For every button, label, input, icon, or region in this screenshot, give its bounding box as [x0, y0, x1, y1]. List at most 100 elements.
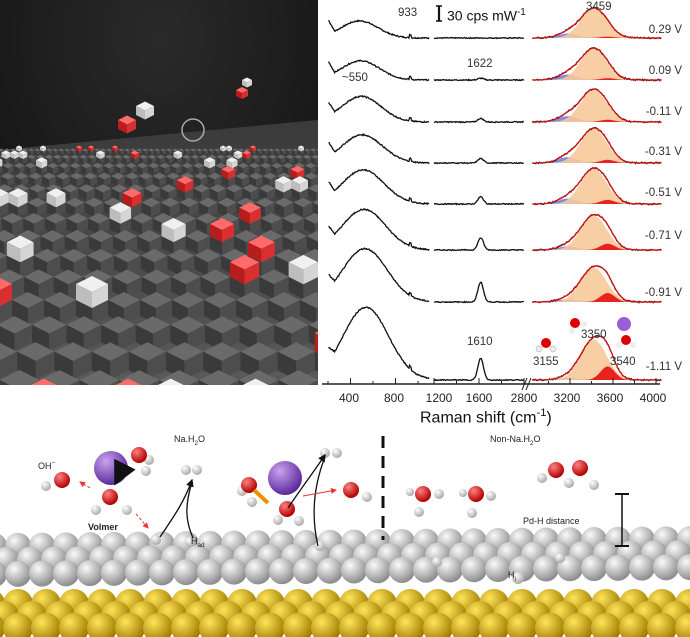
grey-cube — [82, 269, 113, 285]
red-cube — [221, 165, 236, 173]
red-cube — [115, 378, 142, 385]
hydrogen-atom — [569, 328, 575, 334]
hydrogen-atom — [273, 515, 283, 525]
grey-cube — [167, 248, 195, 263]
oxygen-atom — [241, 477, 257, 493]
grey-cube — [24, 162, 36, 169]
gold-atom — [479, 613, 509, 637]
grey-cube — [152, 213, 175, 224]
hydrogen-atom — [332, 448, 342, 458]
gold-atom — [227, 613, 257, 637]
peak-label-3155: 3155 — [533, 356, 559, 368]
grey-cube — [0, 252, 7, 259]
grey-cube — [113, 154, 122, 160]
volmer-label: Volmer — [88, 522, 118, 532]
voltage-label: -0.51 V — [644, 187, 682, 199]
grey-cube — [27, 154, 36, 160]
voltage-label: -0.71 V — [644, 230, 682, 242]
hydrogen-atom — [512, 572, 524, 584]
palladium-atom — [317, 557, 343, 584]
hydrogen-atom — [589, 480, 599, 490]
white-cube — [226, 157, 238, 163]
oh-minus-label: OH− — [38, 460, 56, 471]
grey-cube — [166, 172, 181, 180]
hydrogen-atom — [555, 553, 565, 563]
peak-label-1610: 1610 — [467, 336, 493, 348]
grey-cube — [174, 213, 196, 224]
grey-cube — [316, 164, 318, 167]
hydrogen-atom — [315, 541, 325, 551]
grey-cube — [0, 156, 2, 158]
grey-cube — [308, 184, 318, 193]
x-tick-label: 1600 — [465, 391, 493, 405]
hydrogen-atom — [459, 489, 467, 497]
grey-cube — [217, 213, 240, 224]
gold-atom — [563, 613, 593, 637]
hydrogen-atom — [247, 497, 257, 507]
peak-label-3540: 3540 — [610, 356, 636, 368]
hydrogen-atom — [141, 466, 151, 476]
hydrogen-atom — [432, 557, 442, 567]
grey-cube — [282, 213, 304, 224]
palladium-atom — [533, 555, 559, 582]
hydrogen-atom — [294, 516, 304, 526]
grey-cube — [87, 154, 97, 160]
spectrum-trace-lowfreq — [328, 94, 430, 124]
palladium-atom — [653, 554, 679, 581]
red-cube — [130, 150, 140, 155]
peak-label-1622: 1622 — [467, 58, 493, 70]
grey-cube — [235, 172, 250, 180]
hydrogen-atom — [91, 505, 101, 515]
gold-atom — [87, 613, 117, 637]
oxygen-atom — [343, 482, 359, 498]
white-cube — [158, 378, 184, 385]
grey-cube — [78, 154, 88, 160]
gold-atom — [3, 613, 33, 637]
oxygen-atom — [621, 335, 631, 345]
grey-cube — [304, 162, 316, 169]
voltage-label: 0.09 V — [648, 65, 682, 77]
grey-cube — [250, 154, 260, 160]
orange-component-fill — [532, 168, 662, 204]
grey-cube — [262, 172, 277, 180]
palladium-atom — [197, 558, 223, 585]
grey-cube — [31, 316, 67, 334]
grey-cube — [196, 213, 218, 224]
grey-cube — [0, 148, 4, 152]
orange-component-fill — [532, 48, 662, 80]
hydrogen-atom — [414, 507, 424, 517]
grey-cube — [207, 172, 222, 180]
grey-cube — [152, 172, 167, 180]
white-cube — [0, 188, 9, 198]
hydrogen-atom — [185, 537, 195, 547]
grey-cube — [207, 154, 217, 160]
orange-component-fill — [532, 215, 662, 250]
scale-bar-label: 30 cps mW-1 — [447, 7, 526, 24]
palladium-atom — [677, 554, 690, 581]
fit-curve — [532, 213, 662, 251]
palladium-atom — [581, 555, 607, 582]
gold-atom — [535, 613, 565, 637]
peak-label-933: 933 — [398, 7, 418, 19]
orange-component-fill — [532, 339, 662, 380]
oxygen-atom — [54, 472, 70, 488]
h-interstitial-label: Hi — [508, 570, 516, 583]
red-component-fill — [532, 36, 662, 38]
grey-cube — [304, 172, 318, 180]
grey-cube — [302, 154, 312, 160]
palladium-atom — [461, 556, 487, 583]
red-component-fill — [532, 159, 662, 163]
grey-cube — [171, 269, 201, 285]
grey-cube — [66, 316, 102, 334]
grey-cube — [88, 213, 110, 224]
gold-atom — [255, 613, 285, 637]
fit-curve — [532, 47, 662, 81]
palladium-atom — [605, 554, 631, 581]
spectrum-trace-bending — [433, 237, 525, 252]
orange-component-fill — [532, 89, 662, 122]
fit-curve — [532, 265, 662, 303]
spectrum-trace-lowfreq — [328, 208, 430, 252]
grey-cube — [53, 269, 83, 285]
grey-cube — [274, 248, 302, 263]
grey-cube — [144, 184, 161, 193]
